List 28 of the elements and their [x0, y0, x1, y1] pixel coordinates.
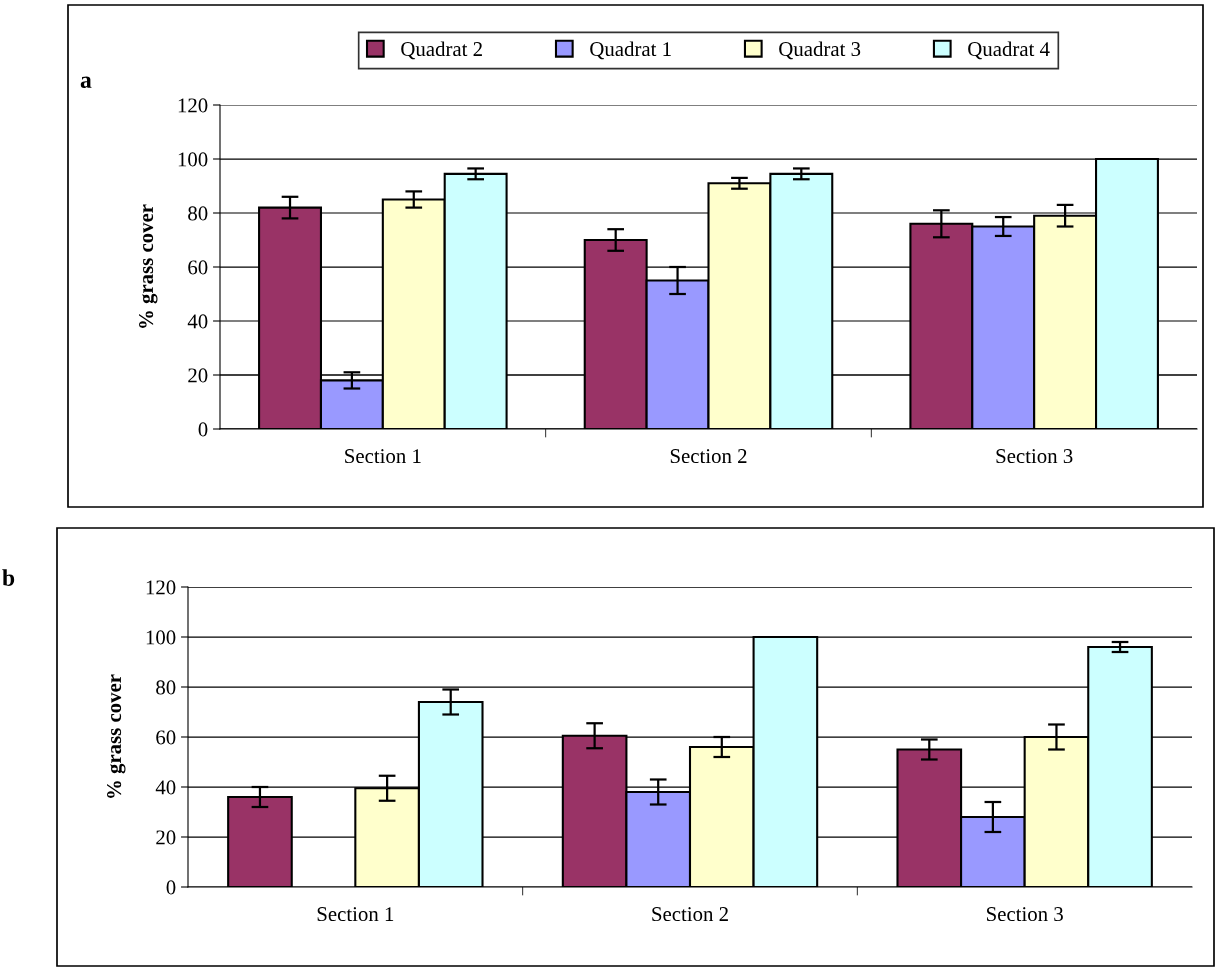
x-tick-label: Section 3: [996, 449, 1073, 464]
legend-label: Quadrat 3: [779, 41, 861, 60]
x-tick-label: Section 2: [670, 449, 747, 464]
y-tick-label: 120: [178, 98, 208, 113]
y-tick-label: 60: [188, 260, 208, 275]
y-tick-label: 20: [188, 368, 208, 383]
y-axis-title: % grass cover: [139, 204, 158, 328]
y-tick-label: 100: [178, 152, 208, 167]
y-tick-label: 120: [146, 580, 176, 595]
legend-label: Quadrat 1: [590, 41, 671, 60]
y-tick-label: 0: [166, 880, 176, 895]
x-tick-label: Section 1: [317, 907, 394, 922]
chart-title: b: [2, 569, 15, 586]
chart-title: a: [80, 76, 92, 88]
y-axis-title: % grass cover: [107, 674, 126, 798]
x-tick-label: Section 2: [652, 907, 728, 922]
legend-label: Quadrat 4: [968, 41, 1050, 60]
y-tick-label: 20: [156, 830, 176, 845]
y-tick-label: 100: [146, 630, 176, 645]
x-tick-label: Section 1: [345, 449, 421, 464]
x-tick-label: Section 3: [987, 907, 1063, 922]
y-tick-label: 80: [156, 680, 176, 695]
y-tick-label: 40: [187, 314, 208, 329]
y-tick-label: 0: [198, 422, 208, 437]
y-tick-label: 60: [156, 730, 176, 745]
y-tick-label: 40: [155, 780, 176, 795]
y-tick-label: 80: [188, 206, 208, 221]
legend-label: Quadrat 2: [401, 41, 482, 60]
